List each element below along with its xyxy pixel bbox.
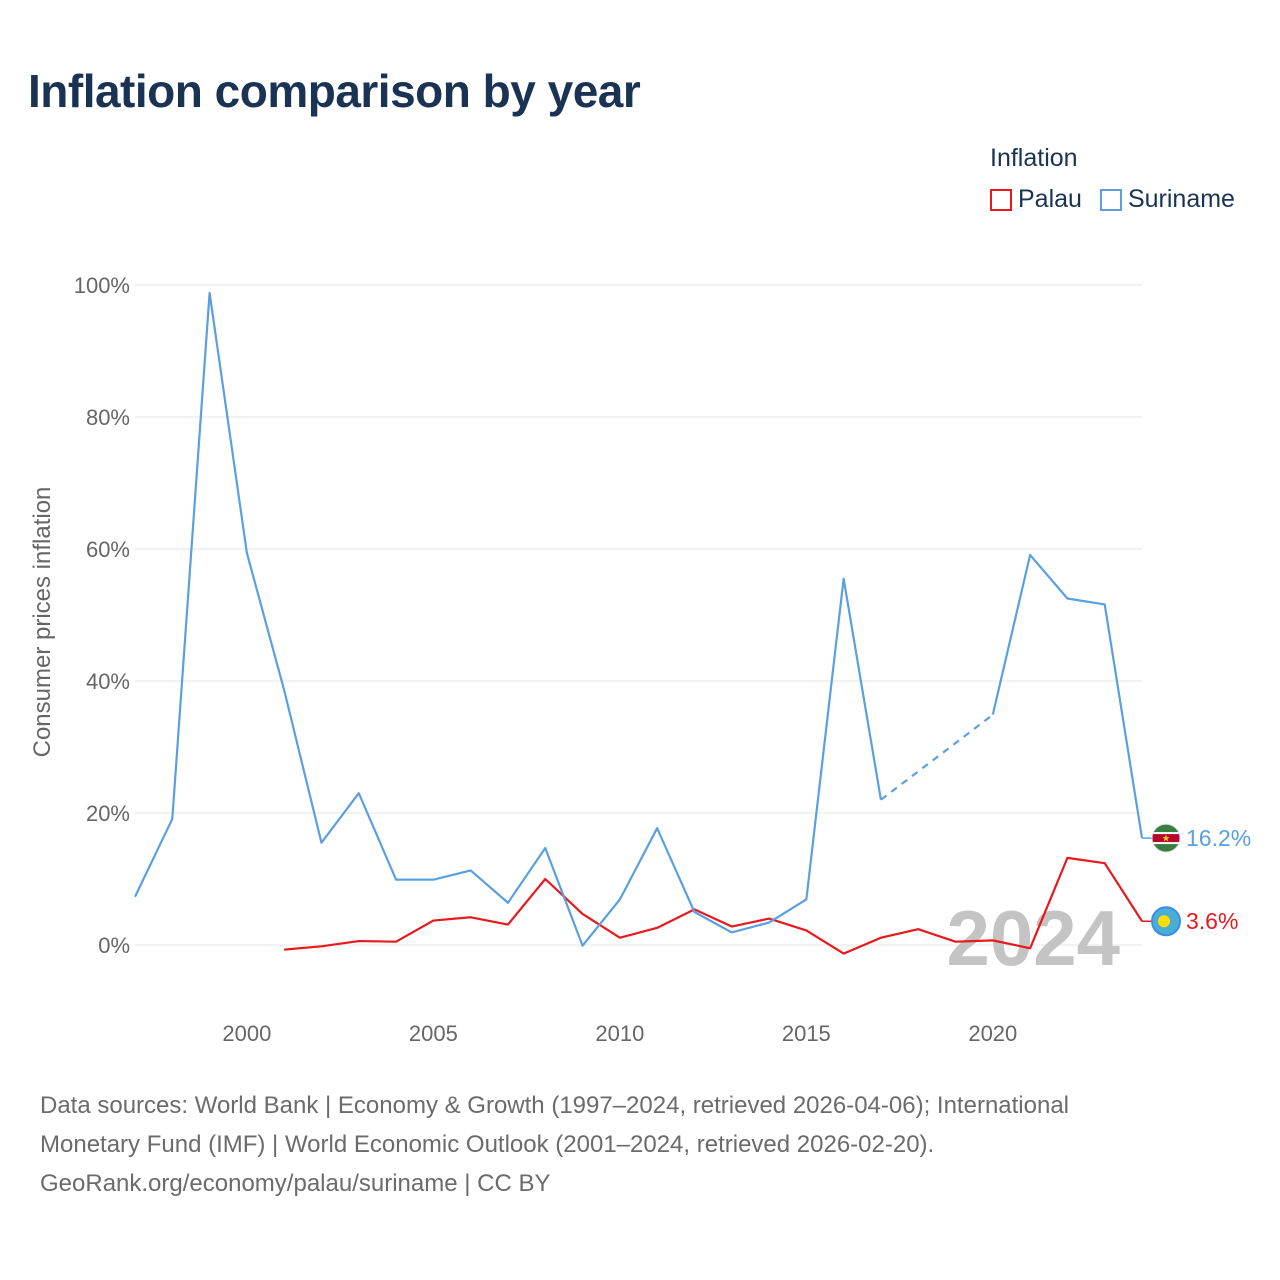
x-tick-label: 2010 <box>595 1021 644 1046</box>
series-lines <box>134 291 1144 955</box>
palau-flag-icon <box>1151 906 1181 937</box>
y-axis-label: Consumer prices inflation <box>29 487 56 758</box>
legend-title: Inflation <box>990 144 1078 172</box>
gridlines <box>135 284 1142 946</box>
legend-label-palau: Palau <box>1018 185 1082 213</box>
sources-line-2: Monetary Fund (IMF) | World Economic Out… <box>40 1131 935 1158</box>
data-sources: Data sources: World Bank | Economy & Gro… <box>40 1086 1240 1203</box>
series-line-suriname[interactable] <box>991 553 1144 839</box>
legend-label-suriname: Suriname <box>1127 185 1235 213</box>
chart-title: Inflation comparison by year <box>28 65 641 117</box>
sources-line-1: Data sources: World Bank | Economy & Gro… <box>40 1092 1070 1119</box>
y-tick-label: 60% <box>86 537 130 562</box>
y-tick-label: 80% <box>86 405 130 430</box>
x-axis-ticks: 2000 2005 2010 2015 2020 <box>222 1021 1017 1046</box>
y-axis-ticks: 0% 20% 40% 60% 80% 100% <box>74 273 130 958</box>
y-tick-label: 20% <box>86 801 130 826</box>
legend-swatch-palau <box>990 188 1012 211</box>
y-tick-label: 40% <box>86 669 130 694</box>
end-label-suriname: 16.2% <box>1186 825 1251 851</box>
x-tick-label: 2015 <box>782 1021 831 1046</box>
series-line-palau[interactable] <box>284 856 1143 955</box>
x-tick-label: 2020 <box>968 1021 1017 1046</box>
legend-item-palau[interactable]: Palau <box>990 185 1082 214</box>
x-tick-label: 2005 <box>409 1021 458 1046</box>
series-line-suriname[interactable] <box>134 291 883 947</box>
series-gap-suriname <box>880 713 994 801</box>
legend-swatch-suriname <box>1099 188 1122 211</box>
y-tick-label: 0% <box>98 933 130 958</box>
x-tick-label: 2000 <box>222 1021 271 1046</box>
line-chart: 0%20%40%60%80%100% 2000 2005 2010 2015 2020 … <box>29 273 1251 1046</box>
end-label-palau: 3.6% <box>1186 908 1238 934</box>
legend-item-suriname[interactable]: Suriname <box>1099 185 1235 214</box>
legend: Palau Suriname <box>990 185 1235 214</box>
series-end-labels: 3.6% 16.2% <box>1142 823 1251 937</box>
suriname-flag-icon <box>1151 823 1181 853</box>
sources-line-3[interactable]: GeoRank.org/economy/palau/suriname | CC … <box>40 1170 551 1197</box>
y-tick-label: 100% <box>74 273 130 298</box>
